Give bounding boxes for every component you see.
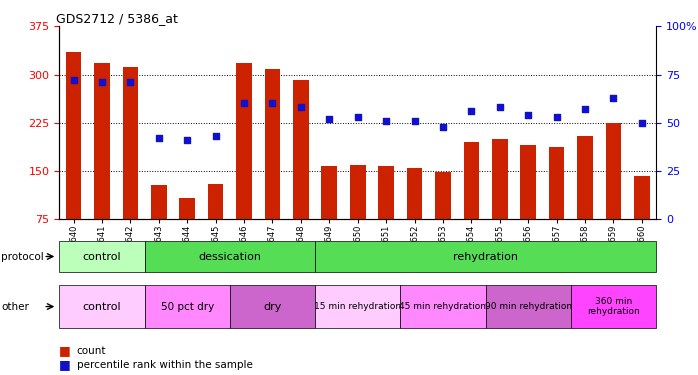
Point	[267, 100, 278, 106]
Bar	[151, 185, 167, 268]
Text: dessication: dessication	[198, 252, 261, 261]
Bar	[378, 166, 394, 268]
Bar	[407, 168, 422, 268]
Point	[494, 104, 505, 110]
Point	[438, 124, 449, 130]
Text: ■: ■	[59, 344, 71, 357]
Point	[96, 79, 107, 85]
Bar	[492, 139, 507, 268]
Point	[125, 79, 136, 85]
Bar	[521, 146, 536, 268]
Text: 45 min rehydration: 45 min rehydration	[399, 302, 487, 311]
Bar	[322, 166, 337, 268]
Bar	[293, 80, 309, 268]
Bar	[435, 172, 451, 268]
Text: 15 min rehydration: 15 min rehydration	[314, 302, 401, 311]
Bar	[208, 184, 223, 268]
Point	[466, 108, 477, 114]
Bar	[94, 63, 110, 268]
Point	[324, 116, 335, 122]
Bar	[549, 147, 565, 268]
Bar	[606, 123, 621, 268]
Point	[523, 112, 534, 118]
Text: dry: dry	[263, 302, 282, 312]
Text: count: count	[77, 346, 106, 355]
Point	[153, 135, 164, 141]
Point	[68, 77, 79, 83]
Text: 360 min
rehydration: 360 min rehydration	[587, 297, 640, 316]
Text: percentile rank within the sample: percentile rank within the sample	[77, 360, 253, 369]
Point	[637, 120, 648, 126]
Bar	[179, 198, 195, 268]
Bar	[66, 52, 82, 268]
Point	[352, 114, 363, 120]
Text: 90 min rehydration: 90 min rehydration	[484, 302, 572, 311]
Point	[239, 100, 250, 106]
Point	[551, 114, 562, 120]
Point	[380, 118, 392, 124]
Bar	[463, 142, 480, 268]
Text: protocol: protocol	[1, 252, 44, 261]
Point	[295, 104, 306, 110]
Point	[181, 137, 193, 143]
Point	[409, 118, 420, 124]
Bar	[350, 165, 366, 268]
Text: 50 pct dry: 50 pct dry	[161, 302, 214, 312]
Text: ■: ■	[59, 358, 71, 371]
Point	[608, 95, 619, 101]
Text: control: control	[82, 252, 121, 261]
Bar	[265, 69, 281, 268]
Bar	[123, 67, 138, 268]
Bar	[634, 176, 650, 268]
Text: control: control	[82, 302, 121, 312]
Text: rehydration: rehydration	[453, 252, 518, 261]
Point	[579, 106, 591, 112]
Text: GDS2712 / 5386_at: GDS2712 / 5386_at	[57, 12, 178, 25]
Point	[210, 134, 221, 140]
Bar	[577, 136, 593, 268]
Text: other: other	[1, 302, 29, 312]
Bar	[236, 63, 252, 268]
